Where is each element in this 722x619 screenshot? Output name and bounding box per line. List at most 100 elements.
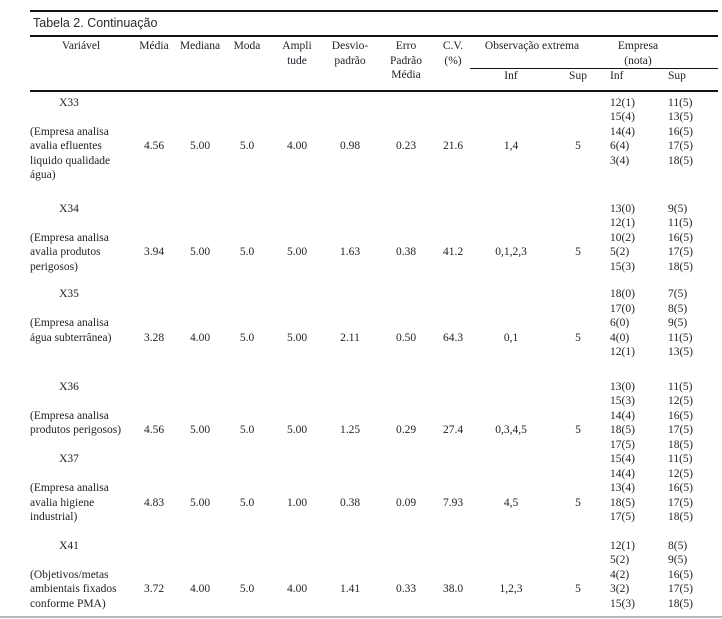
empresa-note: 13(0)	[610, 380, 635, 393]
col-header-cv: C.V. (%)	[442, 40, 464, 67]
empresa-note: 14(4)	[610, 467, 635, 480]
variable-cell: X36 (Empresa analisa produtos perigosos)	[30, 380, 132, 453]
cell-amplitude: 4.00	[286, 140, 308, 152]
cell-obs-extrema-sup: 5	[575, 583, 581, 595]
subcol-header-emp-inf: Inf	[610, 70, 624, 82]
cell-desvio-padrao: 0.98	[339, 140, 361, 152]
variable-description: (Empresa analisa avalia produtos perigos…	[30, 231, 109, 273]
cell-obs-extrema-inf: 0,1,2,3	[495, 246, 527, 258]
empresa-note: 12(1)	[610, 346, 635, 358]
empresa-note: 15(3)	[610, 395, 635, 407]
empresa-note: 18(5)	[610, 496, 635, 509]
cell-moda: 5.0	[239, 246, 255, 258]
variable-code: X41	[59, 539, 79, 552]
empresa-note: 17(5)	[668, 583, 693, 595]
empresa-note: 6(4)	[610, 140, 630, 152]
empresa-note: 18(5)	[668, 511, 693, 523]
variable-code: X34	[59, 202, 79, 215]
cell-obs-extrema-sup: 5	[575, 424, 581, 436]
empresa-note: 16(5)	[668, 125, 693, 138]
empresa-note: 8(5)	[668, 302, 688, 315]
variable-cell: X41 (Objetivos/metas ambientais fixados …	[30, 539, 132, 612]
col-header-mediana: Mediana	[179, 40, 221, 52]
cell-amplitude: 5.00	[286, 246, 308, 258]
empresa-note: 15(4)	[610, 453, 635, 465]
empresa-note: 16(5)	[668, 568, 693, 581]
col-header-erro-padrao-media: Erro Padrão Média	[390, 40, 422, 81]
cell-amplitude: 1.00	[286, 496, 308, 509]
cell-erro-padrao-media: 0.23	[395, 140, 417, 152]
cell-obs-extrema-inf: 0,1	[503, 331, 519, 344]
empresa-note: 18(0)	[610, 288, 635, 300]
cell-moda: 5.0	[239, 424, 255, 436]
cell-moda: 5.0	[239, 331, 255, 344]
cell-erro-padrao-media: 0.09	[395, 496, 417, 509]
cell-cv: 64.3	[442, 331, 464, 344]
variable-cell: X35 (Empresa analisa água subterrânea)	[30, 287, 132, 360]
cell-erro-padrao-media: 0.50	[395, 331, 417, 344]
empresa-note: 17(5)	[668, 496, 693, 509]
cell-desvio-padrao: 1.63	[339, 246, 361, 258]
cell-desvio-padrao: 2.11	[340, 331, 360, 344]
table-header-row: Variável Média Mediana Moda Ampli tude D…	[30, 37, 718, 92]
empresa-note: 10(2)	[610, 231, 635, 244]
table-row: X35 (Empresa analisa água subterrânea) 3…	[30, 287, 718, 360]
col-header-variavel: Variável	[61, 40, 101, 52]
empresa-note: 16(5)	[668, 409, 693, 422]
variable-description: (Empresa analisa produtos perigosos)	[30, 409, 122, 437]
cell-obs-extrema-sup: 5	[575, 496, 581, 509]
cell-erro-padrao-media: 0.38	[395, 246, 417, 258]
cell-empresa-nota-sup: 11(5) 13(5) 16(5) 17(5) 18(5)	[664, 96, 718, 183]
cell-cv: 7.93	[442, 496, 464, 509]
cell-desvio-padrao: 0.38	[339, 496, 361, 509]
cell-moda: 5.0	[239, 496, 255, 509]
empresa-note: 18(5)	[668, 154, 693, 167]
empresa-note: 16(5)	[668, 231, 693, 244]
variable-code: X33	[59, 96, 79, 109]
empresa-note: 12(1)	[610, 217, 635, 229]
empresa-note: 15(3)	[610, 597, 635, 610]
empresa-note: 17(5)	[668, 140, 693, 152]
variable-description: (Empresa analisa avalia higiene industri…	[30, 482, 109, 523]
page-bottom-rule	[0, 616, 722, 618]
table-caption: Tabela 2. Continuação	[30, 10, 718, 37]
cell-media: 3.94	[143, 246, 165, 258]
cell-obs-extrema-inf: 4,5	[503, 496, 519, 509]
empresa-note: 13(5)	[668, 111, 693, 123]
empresa-note: 18(5)	[668, 260, 693, 273]
cell-empresa-nota-inf: 13(0) 15(3) 14(4) 18(5) 17(5)	[604, 380, 664, 453]
cell-obs-extrema-sup: 5	[575, 140, 581, 152]
empresa-note: 5(2)	[610, 554, 630, 566]
group-label-empresa-nota: Empresa (nota)	[604, 39, 718, 69]
empresa-note: 11(5)	[668, 380, 693, 393]
cell-mediana: 4.00	[189, 331, 211, 344]
empresa-note: 4(0)	[610, 331, 630, 344]
cell-cv: 21.6	[442, 140, 464, 152]
cell-cv: 38.0	[442, 583, 464, 595]
cell-mediana: 5.00	[189, 496, 211, 509]
variable-cell: X34 (Empresa analisa avalia produtos per…	[30, 202, 132, 275]
empresa-note: 9(5)	[668, 554, 688, 566]
cell-erro-padrao-media: 0.33	[395, 583, 417, 595]
empresa-note: 17(0)	[610, 302, 635, 315]
cell-empresa-nota-sup: 11(5) 12(5) 16(5) 17(5) 18(5)	[664, 380, 718, 453]
empresa-note: 17(5)	[610, 438, 635, 451]
empresa-note: 3(2)	[610, 583, 630, 595]
col-header-moda: Moda	[233, 40, 261, 52]
variable-cell: X33 (Empresa analisa avalia efluentes li…	[30, 96, 132, 183]
empresa-note: 11(5)	[668, 331, 693, 344]
empresa-note: 13(4)	[610, 482, 635, 494]
cell-amplitude: 5.00	[286, 424, 308, 436]
cell-media: 3.72	[143, 583, 165, 595]
cell-empresa-nota-sup: 9(5) 11(5) 16(5) 17(5) 18(5)	[664, 202, 718, 275]
variable-code: X37	[59, 453, 79, 465]
cell-empresa-nota-inf: 13(0) 12(1) 10(2) 5(2) 15(3)	[604, 202, 664, 275]
table-row: X41 (Objetivos/metas ambientais fixados …	[30, 539, 718, 612]
group-label-observacao-extrema: Observação extrema	[470, 39, 604, 69]
cell-mediana: 5.00	[189, 424, 211, 436]
empresa-note: 17(5)	[668, 246, 693, 258]
variable-code: X36	[59, 380, 79, 393]
cell-empresa-nota-inf: 18(0) 17(0) 6(0) 4(0) 12(1)	[604, 287, 664, 360]
table-row: X37 (Empresa analisa avalia higiene indu…	[30, 452, 718, 525]
cell-erro-padrao-media: 0.29	[395, 424, 417, 436]
